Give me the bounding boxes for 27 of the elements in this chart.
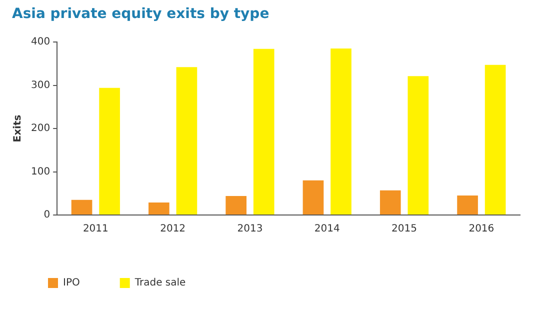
x-tick-label: 2014 [314,224,340,235]
y-tick-label: 0 [44,210,50,221]
y-tick-label: 200 [30,123,50,134]
legend-label: IPO [63,278,80,289]
bar [330,48,352,214]
bar [148,202,170,214]
y-tick-label: 100 [30,166,50,178]
bar [226,196,246,214]
y-axis-title: Exits [12,114,24,142]
legend-label: Trade sale [134,278,186,289]
bar [457,196,478,214]
x-tick-label: 2016 [468,224,494,235]
bar [484,64,506,214]
bar [408,76,429,214]
x-tick-label: 2011 [82,224,108,235]
bar [380,190,401,214]
y-tick-label: 300 [30,80,50,91]
y-tick-label: 400 [30,36,50,48]
bar [253,48,274,214]
bar [99,88,120,214]
x-tick-label: 2013 [237,224,263,235]
chart-title: Asia private equity exits by type [12,6,270,22]
bar [302,180,324,214]
bar [71,200,92,214]
bar [176,67,198,214]
x-tick-label: 2015 [392,224,417,235]
x-tick-label: 2012 [160,224,186,235]
